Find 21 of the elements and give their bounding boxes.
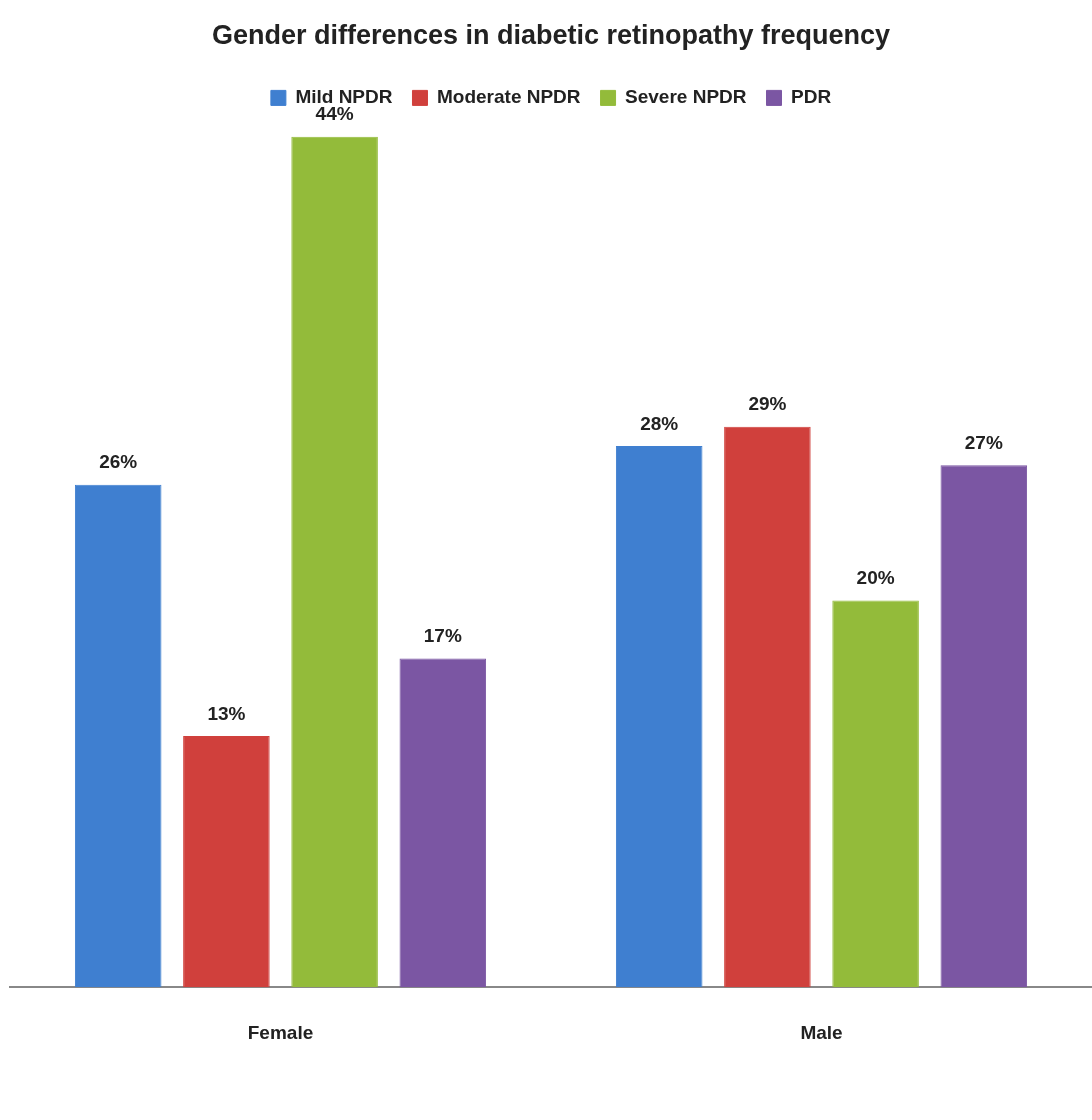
- data-label: 17%: [423, 625, 462, 647]
- data-label: 26%: [99, 451, 138, 473]
- data-label: 20%: [856, 567, 895, 589]
- bar: [291, 136, 378, 988]
- data-label: 28%: [640, 412, 679, 434]
- legend-label: PDR: [791, 86, 832, 108]
- data-label: 29%: [748, 393, 787, 415]
- x-tick-label: Male: [800, 1021, 843, 1043]
- bar: [724, 426, 811, 988]
- bar: [940, 465, 1028, 988]
- bar: [832, 600, 919, 988]
- legend-label: Moderate NPDR: [436, 86, 581, 108]
- data-label: 13%: [207, 702, 246, 724]
- bar: [399, 658, 487, 988]
- bar: [183, 735, 270, 988]
- bar: [615, 445, 703, 988]
- data-label: 27%: [964, 432, 1003, 454]
- chart-title: Gender differences in diabetic retinopathy frequency: [211, 19, 891, 50]
- x-tick-label: Female: [247, 1021, 314, 1043]
- legend-label: Severe NPDR: [625, 86, 747, 108]
- bar: [74, 484, 162, 988]
